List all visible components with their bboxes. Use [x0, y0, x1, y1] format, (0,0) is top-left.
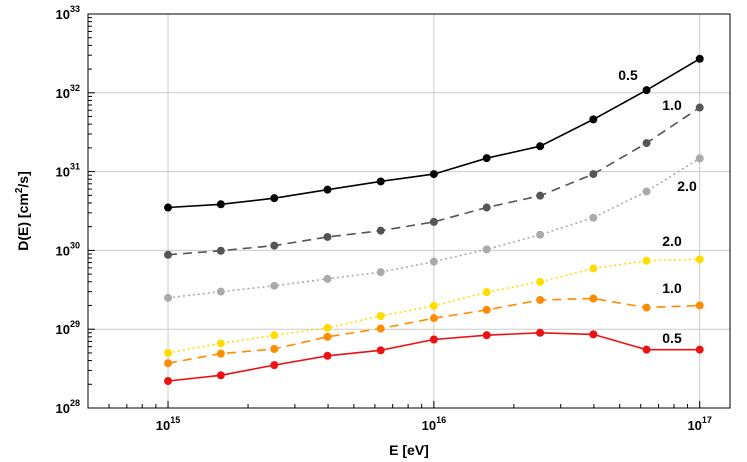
data-point — [642, 139, 651, 148]
data-point — [323, 351, 332, 360]
data-point — [695, 154, 704, 163]
series-3 — [164, 255, 704, 357]
series-0 — [164, 54, 704, 212]
series-2 — [164, 154, 704, 302]
data-point — [429, 314, 438, 323]
data-point — [164, 250, 173, 259]
data-point — [642, 86, 651, 95]
data-point — [536, 191, 545, 200]
data-point — [216, 339, 225, 348]
data-point — [216, 246, 225, 255]
series-label: 1.0 — [662, 280, 682, 296]
data-point — [642, 303, 651, 312]
data-point — [536, 328, 545, 337]
plot-frame — [87, 13, 731, 409]
y-tick-label: 1030 — [56, 240, 80, 258]
data-point — [589, 213, 598, 222]
data-point — [323, 274, 332, 283]
data-point — [270, 281, 279, 290]
data-point — [695, 255, 704, 264]
data-point — [482, 305, 491, 314]
data-point — [164, 203, 173, 212]
y-tick-label: 1033 — [56, 4, 80, 22]
series-label: 0.5 — [618, 67, 638, 83]
x-tick-label: 1015 — [156, 415, 180, 433]
series-label: 2.0 — [662, 233, 682, 249]
data-point — [323, 332, 332, 341]
x-tick-label: 1017 — [687, 415, 711, 433]
data-point — [695, 301, 704, 310]
data-point — [536, 277, 545, 286]
x-tick-label: 1016 — [422, 415, 446, 433]
data-point — [270, 241, 279, 250]
data-point — [216, 287, 225, 296]
series-layer — [164, 54, 704, 386]
data-point — [270, 361, 279, 370]
y-tick-label: 1032 — [56, 83, 80, 101]
data-point — [376, 346, 385, 355]
data-point — [642, 256, 651, 265]
data-point — [429, 217, 438, 226]
data-point — [482, 203, 491, 212]
series-label: 2.0 — [677, 178, 697, 194]
data-point — [482, 331, 491, 340]
data-point — [589, 330, 598, 339]
y-tick-label: 1031 — [56, 162, 80, 180]
data-point — [270, 194, 279, 203]
y-tick-label: 1028 — [56, 398, 80, 416]
data-point — [376, 226, 385, 235]
series-label-layer: 0.5 1.0 2.0 2.0 1.0 0.5 — [618, 67, 697, 346]
data-point — [536, 142, 545, 151]
data-point — [695, 54, 704, 63]
data-point — [429, 335, 438, 344]
data-point — [376, 177, 385, 186]
data-point — [695, 345, 704, 354]
data-point — [376, 324, 385, 333]
data-point — [482, 154, 491, 163]
data-point — [642, 345, 651, 354]
data-point — [482, 288, 491, 297]
x-axis-title: E [eV] — [389, 442, 429, 458]
series-label: 0.5 — [662, 330, 682, 346]
data-point — [429, 257, 438, 266]
data-point — [270, 345, 279, 354]
data-point — [429, 301, 438, 310]
data-point — [695, 103, 704, 112]
data-point — [589, 170, 598, 179]
data-point — [164, 293, 173, 302]
axis-ticks: 1028 1029 1030 1031 1032 1033 1015 1016 1017 — [56, 4, 712, 433]
series-5 — [164, 328, 704, 386]
data-point — [323, 323, 332, 332]
data-point — [376, 312, 385, 321]
data-point — [323, 185, 332, 194]
series-label: 1.0 — [662, 97, 682, 113]
series-4 — [164, 294, 704, 368]
y-tick-label: 1029 — [56, 319, 80, 337]
data-point — [376, 268, 385, 277]
data-point — [164, 377, 173, 386]
series-line — [167, 106, 701, 256]
data-point — [589, 264, 598, 273]
data-point — [536, 230, 545, 239]
data-point — [536, 295, 545, 304]
data-point — [482, 245, 491, 254]
data-point — [589, 115, 598, 124]
series-1 — [164, 103, 704, 259]
data-point — [216, 371, 225, 380]
data-point — [589, 294, 598, 303]
data-point — [164, 348, 173, 357]
data-point — [216, 200, 225, 209]
data-point — [164, 359, 173, 368]
data-point — [642, 187, 651, 196]
data-point — [216, 349, 225, 358]
data-point — [323, 232, 332, 241]
data-point — [429, 170, 438, 179]
data-point — [270, 331, 279, 340]
y-axis-title: D(E) [cm2/s] — [14, 171, 31, 250]
